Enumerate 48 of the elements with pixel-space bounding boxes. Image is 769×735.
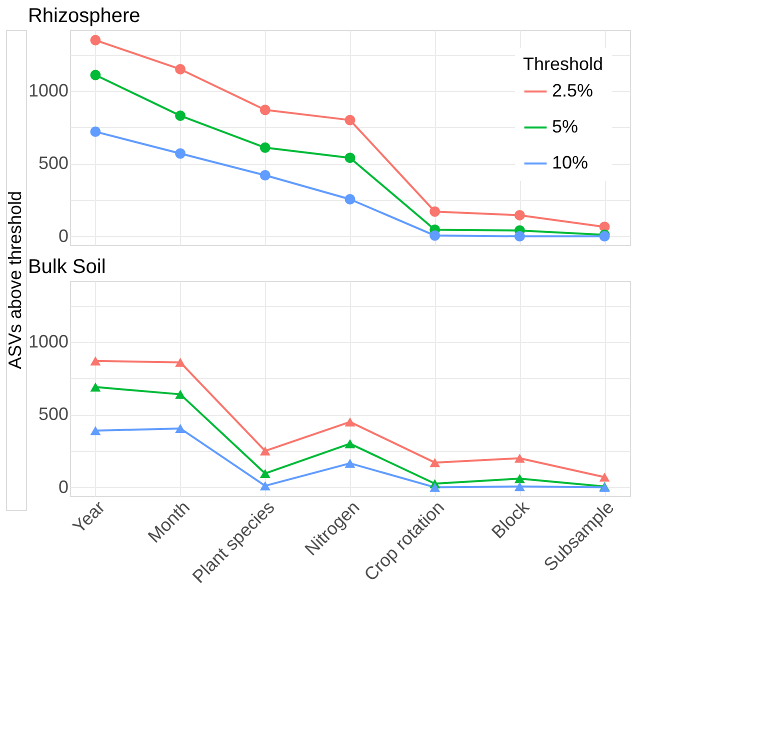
y-tick-label: 0 xyxy=(58,226,68,246)
point xyxy=(344,458,356,468)
point xyxy=(599,472,610,482)
point xyxy=(90,34,101,46)
point xyxy=(344,152,356,164)
point xyxy=(175,390,186,399)
chart-title: Bulk Soil xyxy=(28,256,106,278)
point xyxy=(260,481,270,490)
legend-label: 2.5% xyxy=(552,80,594,100)
point xyxy=(175,64,186,74)
point xyxy=(260,446,270,456)
point xyxy=(514,474,525,484)
y-tick-label: 1000 xyxy=(28,80,68,101)
point xyxy=(344,417,356,426)
point xyxy=(344,439,356,448)
point xyxy=(514,210,525,220)
point xyxy=(514,231,525,242)
point xyxy=(175,110,186,121)
point xyxy=(90,126,101,137)
legend-title: Threshold xyxy=(523,54,604,74)
point xyxy=(90,70,101,80)
point xyxy=(90,426,101,436)
point xyxy=(90,382,101,392)
legend-label: 10% xyxy=(552,152,588,172)
y-tick-label: 1000 xyxy=(28,332,68,352)
y-tick-label: 500 xyxy=(38,153,68,174)
point xyxy=(514,482,525,492)
point xyxy=(90,356,101,366)
point xyxy=(430,458,440,468)
y-axis-title: ASVs above threshold xyxy=(5,190,25,370)
point xyxy=(430,482,440,492)
chart-title: Rhizosphere xyxy=(28,5,140,27)
point xyxy=(344,114,356,126)
point xyxy=(260,170,270,181)
point xyxy=(344,194,356,204)
point xyxy=(175,148,186,159)
point xyxy=(175,358,186,367)
point xyxy=(430,206,440,217)
y-tick-label: 500 xyxy=(38,404,68,424)
point xyxy=(514,454,525,463)
point xyxy=(260,468,270,478)
y-tick-label: 0 xyxy=(58,476,68,497)
legend-label: 5% xyxy=(552,116,578,136)
point xyxy=(175,424,186,433)
point xyxy=(260,142,270,153)
x-tick-label: Year xyxy=(68,497,109,537)
point xyxy=(260,104,270,116)
point xyxy=(430,230,440,241)
